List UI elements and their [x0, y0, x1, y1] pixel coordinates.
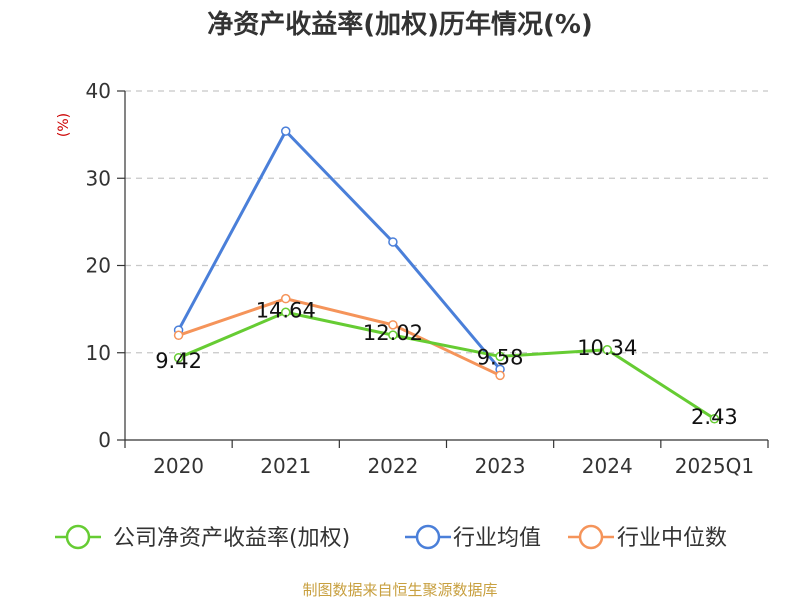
data-point [388, 320, 398, 330]
y-tick-label: 30 [86, 166, 111, 190]
series-line [177, 297, 502, 377]
y-tick-labels: 0 10 20 30 40 [86, 79, 111, 452]
x-tick-label: 2022 [367, 454, 418, 478]
legend-label: 公司净资产收益率(加权) [113, 526, 350, 551]
x-tick-label: 2021 [260, 454, 311, 478]
y-tick-label: 10 [86, 341, 111, 365]
legend-item-2[interactable]: 行业中位数 [568, 524, 727, 551]
y-tick-label: 40 [86, 79, 111, 103]
y-axis-unit: (%) [56, 113, 72, 137]
source-note: 制图数据来自恒生聚源数据库 [302, 581, 497, 599]
data-label: 9.42 [155, 349, 202, 373]
y-tick-label: 20 [86, 254, 111, 278]
data-label: 12.02 [363, 321, 423, 345]
x-tick-labels: 2020 2021 2022 2023 2024 2025Q1 [153, 454, 754, 478]
data-point [173, 353, 184, 363]
series-line [177, 129, 502, 371]
x-tick-label: 2023 [475, 454, 526, 478]
series-1 [173, 126, 505, 375]
data-labels: 9.42 14.64 12.02 9.58 10.34 2.43 [155, 298, 738, 429]
data-label: 9.58 [477, 345, 524, 369]
legend-marker-icon [415, 524, 441, 550]
data-label: 10.34 [577, 336, 637, 360]
grid-lines [125, 90, 768, 354]
data-point [602, 345, 612, 355]
data-point [281, 293, 291, 304]
legend-item-0[interactable]: 公司净资产收益率(加权) [55, 524, 350, 551]
legend[interactable]: 公司净资产收益率(加权) 行业均值 行业中位数 [55, 524, 727, 551]
axes [117, 90, 769, 448]
legend-item-1[interactable]: 行业均值 [405, 524, 541, 551]
data-point [388, 330, 398, 340]
data-point [709, 414, 720, 424]
y-tick-label: 0 [98, 428, 111, 452]
x-tick-label: 2024 [582, 454, 633, 478]
data-label: 2.43 [691, 405, 738, 429]
x-tick-label: 2025Q1 [675, 454, 754, 478]
legend-marker-icon [65, 524, 91, 550]
data-point [281, 126, 291, 136]
legend-label: 行业中位数 [617, 526, 727, 551]
data-point [495, 370, 505, 381]
data-point [388, 237, 398, 247]
data-label: 14.64 [256, 298, 316, 322]
legend-marker-icon [578, 524, 604, 550]
data-point [173, 330, 184, 341]
x-tick-label: 2020 [153, 454, 204, 478]
data-point [281, 307, 291, 318]
chart-title: 净资产收益率(加权)历年情况(%) [207, 9, 593, 40]
series-layer [173, 126, 720, 424]
series-line [177, 310, 716, 421]
series-2 [173, 293, 505, 381]
series-0 [173, 307, 720, 424]
legend-label: 行业均值 [453, 526, 541, 551]
data-point [495, 351, 505, 362]
